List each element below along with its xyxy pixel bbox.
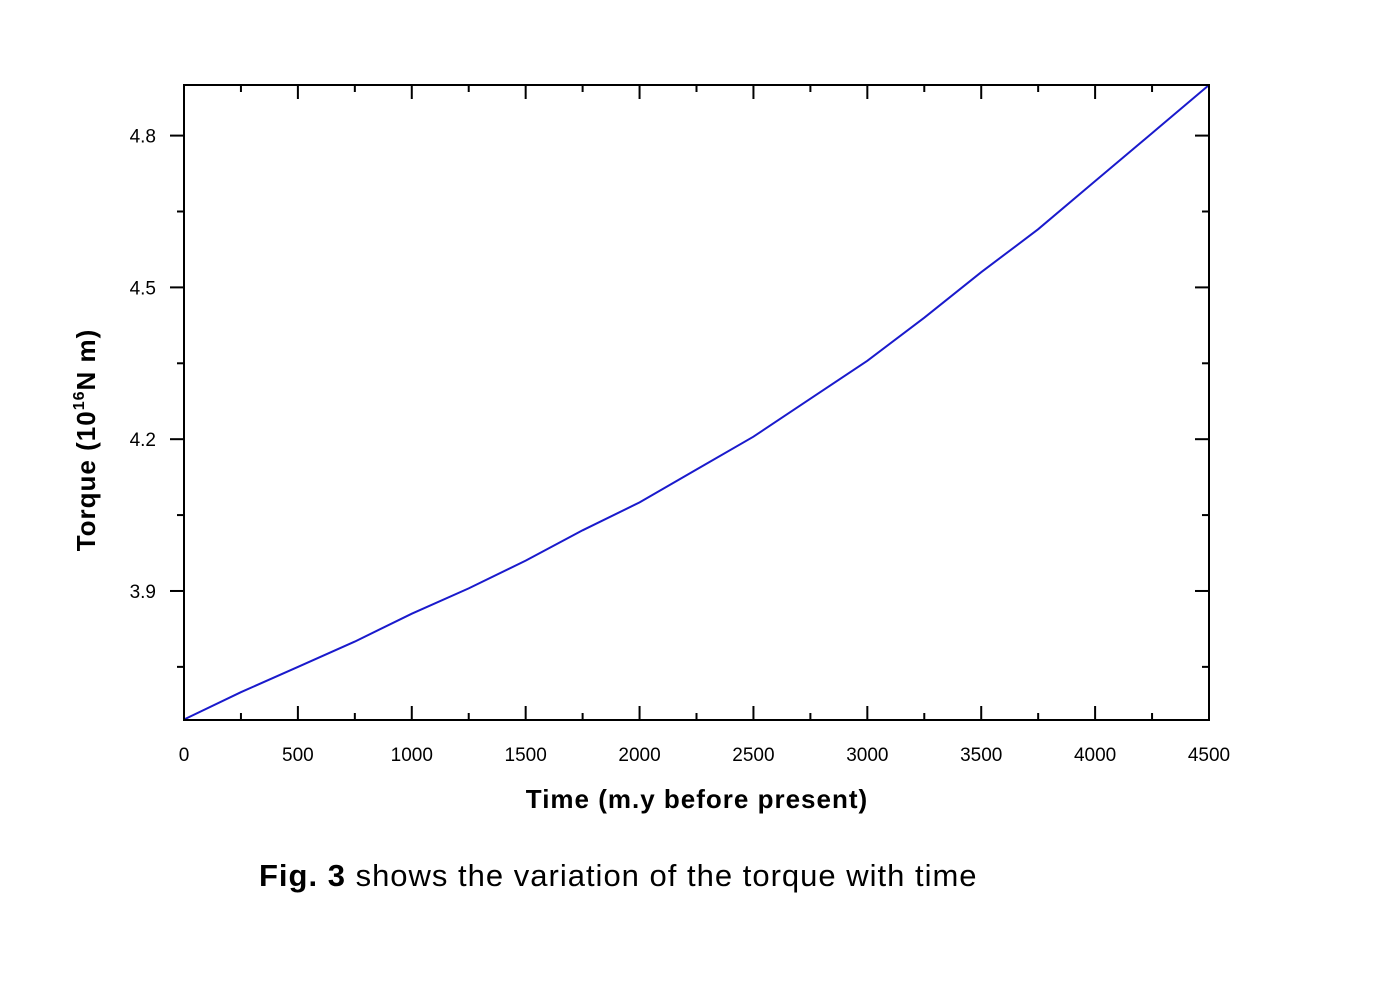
x-tick-label: 3500 — [960, 745, 1002, 766]
y-tick-label: 3.9 — [130, 582, 156, 603]
y-tick-label: 4.8 — [130, 127, 156, 148]
ticks-layer — [170, 85, 1210, 720]
figure-caption-number: Fig. 3 — [259, 858, 346, 893]
x-tick-label: 0 — [179, 745, 190, 766]
y-axis-title: Torque (1016N m) — [71, 329, 101, 552]
x-tick-label: 500 — [282, 745, 314, 766]
plot-frame — [183, 84, 1210, 721]
figure-caption-text: shows the variation of the torque with t… — [345, 858, 978, 893]
x-tick-label: 1000 — [391, 745, 433, 766]
series-line — [183, 84, 1210, 721]
x-axis-title: Time (m.y before present) — [526, 784, 868, 814]
y-tick-label: 4.5 — [130, 278, 156, 299]
x-tick-label: 3000 — [846, 745, 888, 766]
x-tick-label: 4000 — [1074, 745, 1116, 766]
tick-labels: 0 500 1000 1500 2000 2500 3000 3500 4000 4500 3.9 4… — [130, 127, 1231, 766]
x-tick-label: 4500 — [1188, 745, 1230, 766]
y-axis-title-exponent: 16 — [71, 391, 88, 411]
figure-caption: Fig. 3 shows the variation of the torque… — [259, 858, 978, 894]
y-tick-label: 4.2 — [130, 430, 156, 451]
y-axis-title-base: Torque (10 — [71, 410, 101, 551]
x-tick-label: 2500 — [732, 745, 774, 766]
y-axis-title-unit: N m) — [71, 329, 101, 391]
x-tick-label: 2000 — [618, 745, 660, 766]
x-tick-label: 1500 — [505, 745, 547, 766]
